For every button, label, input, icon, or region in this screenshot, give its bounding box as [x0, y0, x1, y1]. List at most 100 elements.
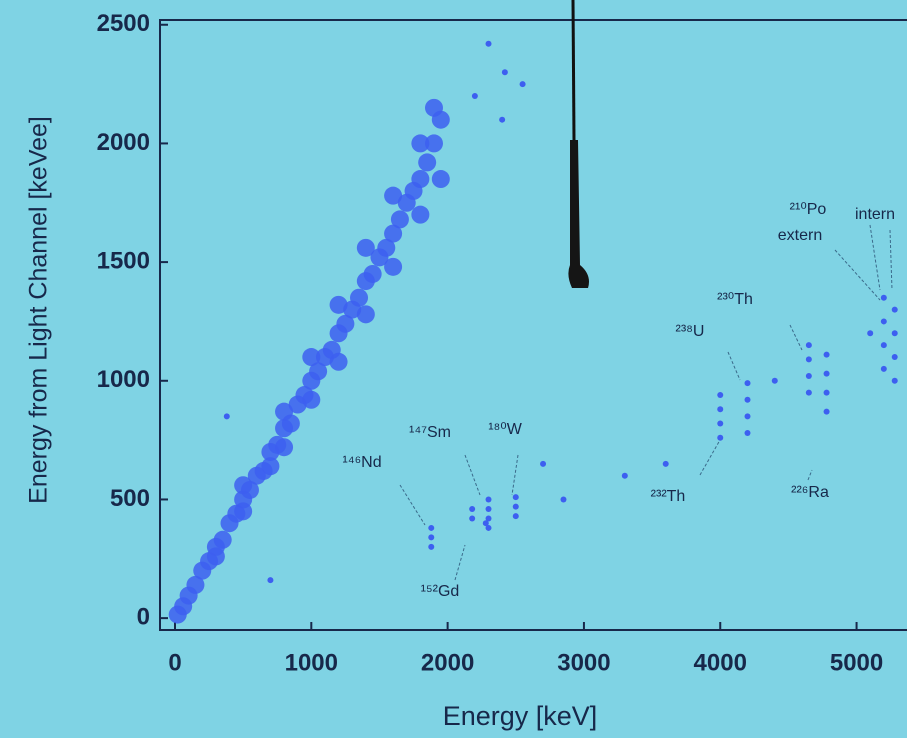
point — [717, 392, 724, 399]
point — [512, 494, 519, 501]
point — [223, 413, 230, 420]
point — [485, 496, 492, 503]
point — [744, 380, 751, 387]
point — [213, 530, 232, 549]
point — [469, 515, 476, 522]
point — [329, 295, 348, 314]
point — [823, 408, 830, 415]
leader-line — [699, 439, 721, 476]
point — [424, 134, 443, 153]
point — [411, 170, 430, 189]
point — [662, 460, 669, 467]
point — [717, 406, 724, 413]
annotation: ²²⁶Ra — [791, 484, 829, 501]
x-tick-label: 4000 — [694, 649, 747, 676]
point — [880, 294, 887, 301]
point — [384, 257, 403, 276]
leader-line — [727, 351, 741, 381]
y-tick-label: 500 — [110, 485, 150, 512]
point — [309, 362, 328, 381]
leader-line — [454, 544, 466, 581]
point — [350, 288, 369, 307]
point — [540, 460, 547, 467]
point — [356, 305, 375, 324]
point — [867, 330, 874, 337]
leader-line — [834, 249, 881, 301]
annotation: ²³⁰Th — [717, 291, 753, 308]
point — [880, 342, 887, 349]
point — [891, 354, 898, 361]
point — [329, 352, 348, 371]
point — [424, 98, 443, 117]
point — [823, 370, 830, 377]
annotation: extern — [778, 227, 822, 244]
y-tick-label: 2500 — [97, 10, 150, 37]
leader-line — [889, 229, 893, 291]
hanging-object — [568, 0, 589, 288]
point — [805, 373, 812, 380]
leader-line — [807, 469, 813, 481]
point — [823, 389, 830, 396]
point — [823, 351, 830, 358]
point — [275, 402, 294, 421]
point — [384, 186, 403, 205]
point — [336, 314, 355, 333]
x-axis-label: Energy [keV] — [443, 701, 598, 731]
point — [267, 577, 274, 584]
leader-line — [511, 454, 519, 496]
leader-line — [869, 224, 881, 291]
x-tick-label: 2000 — [421, 649, 474, 676]
point — [384, 224, 403, 243]
point — [471, 92, 478, 99]
point — [771, 377, 778, 384]
point — [428, 534, 435, 541]
point — [428, 543, 435, 550]
point — [880, 365, 887, 372]
point — [390, 210, 409, 229]
point — [363, 264, 382, 283]
annotation: ²³⁸U — [676, 323, 705, 340]
annotation: intern — [855, 206, 895, 223]
point — [469, 505, 476, 512]
point — [377, 238, 396, 257]
point — [431, 170, 450, 189]
point — [805, 356, 812, 363]
point — [717, 434, 724, 441]
point — [560, 496, 567, 503]
point — [206, 547, 225, 566]
point — [891, 306, 898, 313]
y-tick-label: 1000 — [97, 366, 150, 393]
annotation: ¹⁴⁷Sm — [409, 424, 451, 441]
leader-line — [464, 454, 481, 496]
annotation: ²¹⁰Po — [790, 201, 827, 218]
leader-line — [399, 484, 426, 526]
point — [485, 515, 492, 522]
point — [234, 502, 253, 521]
annotation: ¹⁵²Gd — [421, 583, 460, 600]
annotation: ²³²Th — [651, 488, 686, 505]
point — [744, 413, 751, 420]
y-axis-label: Energy from Light Channel [keVee] — [25, 116, 53, 504]
point — [880, 318, 887, 325]
point — [411, 205, 430, 224]
x-tick-label: 5000 — [830, 649, 883, 676]
x-tick-label: 1000 — [285, 649, 338, 676]
point — [275, 438, 294, 457]
point — [302, 348, 321, 367]
point — [482, 520, 489, 527]
point — [805, 342, 812, 349]
x-tick-label: 3000 — [557, 649, 610, 676]
point — [501, 69, 508, 76]
annotation: ¹⁴⁶Nd — [342, 454, 381, 471]
point — [418, 153, 437, 172]
point — [512, 513, 519, 520]
point — [485, 505, 492, 512]
point — [621, 472, 628, 479]
annotation: ¹⁸⁰W — [488, 421, 522, 438]
point — [261, 457, 280, 476]
y-tick-label: 2000 — [97, 129, 150, 156]
point — [717, 420, 724, 427]
point — [519, 81, 526, 88]
point — [512, 503, 519, 510]
